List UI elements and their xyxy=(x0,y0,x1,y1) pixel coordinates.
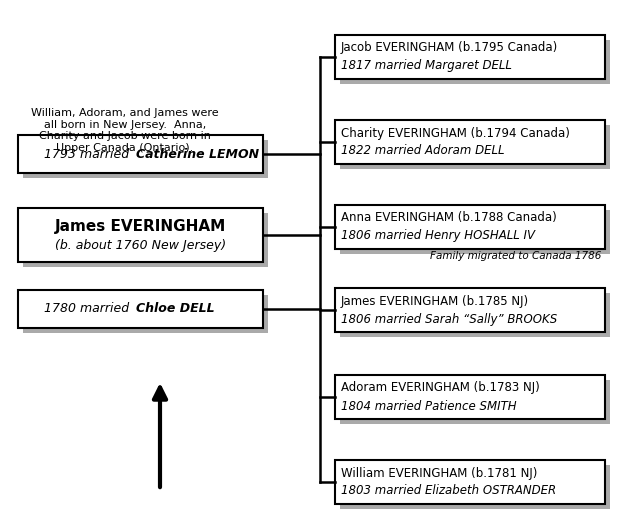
Bar xyxy=(335,288,605,332)
Text: William, Adoram, and James were
all born in New Jersey.  Anna,
Charity and Jacob: William, Adoram, and James were all born… xyxy=(31,108,219,153)
Bar xyxy=(23,213,268,267)
Bar xyxy=(23,295,268,333)
Text: William EVERINGHAM (b.1781 NJ): William EVERINGHAM (b.1781 NJ) xyxy=(341,466,537,480)
Bar xyxy=(18,290,263,328)
Text: Adoram EVERINGHAM (b.1783 NJ): Adoram EVERINGHAM (b.1783 NJ) xyxy=(341,382,540,395)
Text: Family migrated to Canada 1786: Family migrated to Canada 1786 xyxy=(430,251,602,261)
Text: 1806 married Henry HOSHALL IV: 1806 married Henry HOSHALL IV xyxy=(341,229,535,242)
Text: 1822 married Adoram DELL: 1822 married Adoram DELL xyxy=(341,144,505,158)
Bar xyxy=(340,210,610,254)
Text: 1793 married: 1793 married xyxy=(44,148,135,161)
Text: Charity EVERINGHAM (b.1794 Canada): Charity EVERINGHAM (b.1794 Canada) xyxy=(341,126,570,140)
Bar xyxy=(18,208,263,262)
Text: James EVERINGHAM (b.1785 NJ): James EVERINGHAM (b.1785 NJ) xyxy=(341,295,529,307)
Text: Anna EVERINGHAM (b.1788 Canada): Anna EVERINGHAM (b.1788 Canada) xyxy=(341,211,557,225)
Bar xyxy=(340,40,610,84)
Bar xyxy=(335,460,605,504)
Bar xyxy=(335,35,605,79)
Text: 1804 married Patience SMITH: 1804 married Patience SMITH xyxy=(341,399,516,413)
Bar xyxy=(340,380,610,424)
Text: 1803 married Elizabeth OSTRANDER: 1803 married Elizabeth OSTRANDER xyxy=(341,484,556,497)
Text: Jacob EVERINGHAM (b.1795 Canada): Jacob EVERINGHAM (b.1795 Canada) xyxy=(341,42,558,54)
Bar xyxy=(335,120,605,164)
Bar xyxy=(340,125,610,169)
Bar xyxy=(335,375,605,419)
Text: 1780 married: 1780 married xyxy=(44,302,135,316)
Text: Chloe DELL: Chloe DELL xyxy=(135,302,214,316)
Bar xyxy=(18,135,263,173)
Text: (b. about 1760 New Jersey): (b. about 1760 New Jersey) xyxy=(55,239,226,251)
Text: 1806 married Sarah “Sally” BROOKS: 1806 married Sarah “Sally” BROOKS xyxy=(341,313,557,326)
Bar xyxy=(340,293,610,337)
Bar xyxy=(340,465,610,509)
Bar xyxy=(335,205,605,249)
Bar xyxy=(23,140,268,178)
Text: 1817 married Margaret DELL: 1817 married Margaret DELL xyxy=(341,60,512,73)
Text: James EVERINGHAM: James EVERINGHAM xyxy=(55,220,226,235)
Text: Catherine LEMON: Catherine LEMON xyxy=(135,148,259,161)
